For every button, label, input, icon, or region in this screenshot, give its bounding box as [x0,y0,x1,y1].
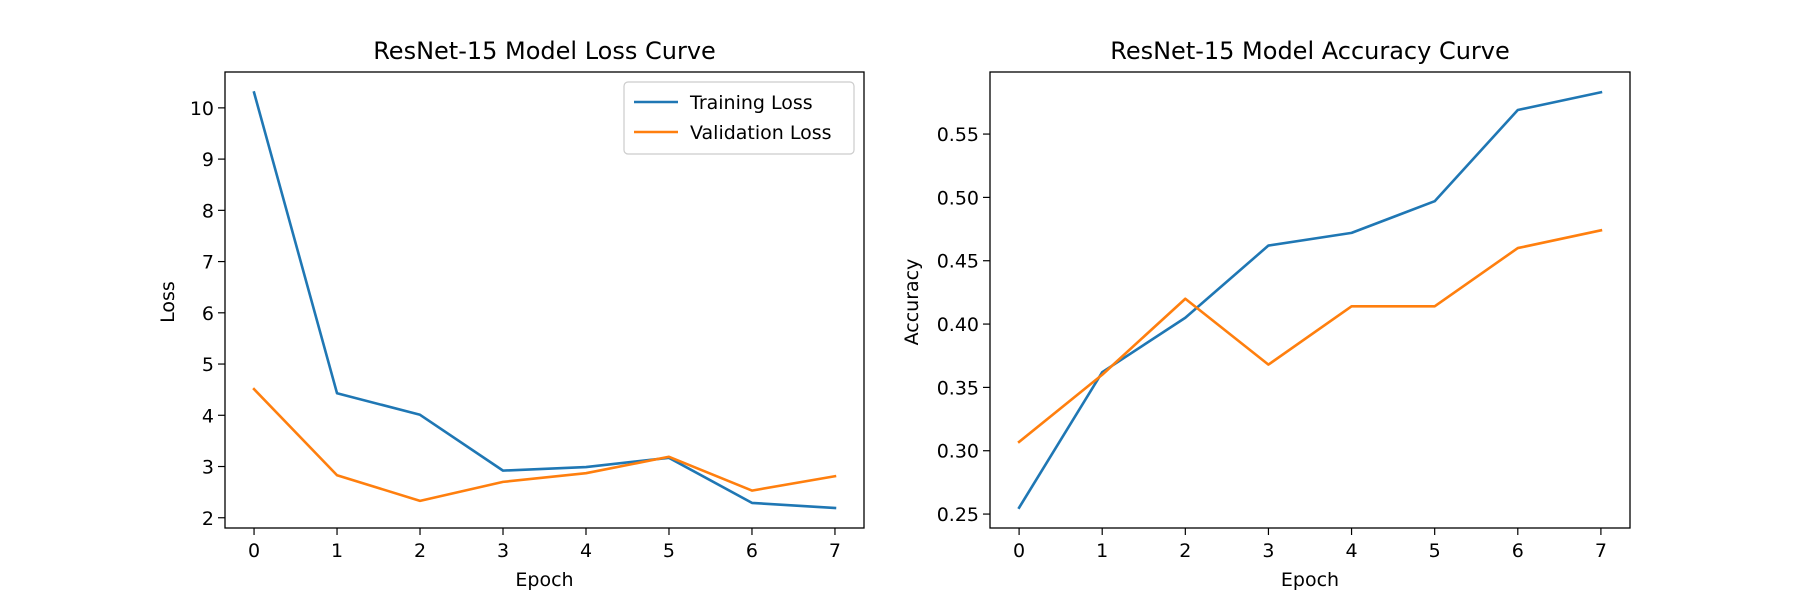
loss-x-tick-label: 0 [248,540,260,562]
loss-y-tick-label: 9 [202,149,214,171]
loss-x-tick-label: 5 [663,540,675,562]
loss-legend-label-0: Training Loss [689,92,813,114]
accuracy-x-tick-label: 5 [1429,540,1441,562]
loss-axes-frame [224,71,865,529]
accuracy-x-tick-label: 3 [1262,540,1274,562]
loss-y-tick-label: 7 [202,252,214,274]
accuracy-x-tick-label: 0 [1013,540,1025,562]
loss-y-tick-label: 6 [202,303,214,325]
accuracy-series-line-1 [1017,228,1603,444]
accuracy-y-tick-label: 0.55 [937,124,979,146]
accuracy-chart-title: ResNet-15 Model Accuracy Curve [1110,37,1510,65]
loss-chart-title: ResNet-15 Model Loss Curve [373,37,716,65]
accuracy-y-tick-label: 0.30 [937,441,979,463]
accuracy-x-axis-label: Epoch [1281,569,1339,591]
accuracy-y-tick-label: 0.25 [937,504,979,526]
loss-y-tick-label: 3 [202,457,214,479]
accuracy-series-line-0 [1017,90,1603,510]
loss-y-tick-label: 8 [202,200,214,222]
loss-x-tick-label: 3 [497,540,509,562]
loss-y-tick-label: 2 [202,508,214,530]
loss-series-line-1 [252,387,837,503]
accuracy-y-tick-label: 0.50 [937,187,979,209]
loss-x-tick-label: 2 [414,540,426,562]
accuracy-y-tick-label: 0.45 [937,251,979,273]
loss-legend-label-1: Validation Loss [690,122,832,144]
accuracy-x-tick-label: 7 [1595,540,1607,562]
accuracy-x-tick-label: 2 [1179,540,1191,562]
loss-legend [623,81,855,155]
accuracy-chart: ResNet-15 Model Accuracy Curve Epoch Acc… [901,37,1631,591]
loss-y-axis-label: Loss [157,281,179,323]
accuracy-x-tick-label: 6 [1512,540,1524,562]
loss-chart: ResNet-15 Model Loss Curve Epoch Loss 0 1… [157,37,865,591]
loss-series-line-0 [252,90,837,510]
accuracy-y-tick-label: 0.40 [937,314,979,336]
accuracy-x-tick-label: 4 [1346,540,1358,562]
loss-x-axis-label: Epoch [515,569,573,591]
accuracy-y-tick-label: 0.35 [937,377,979,399]
loss-x-tick-label: 1 [331,540,343,562]
loss-x-tick-label: 4 [580,540,592,562]
accuracy-x-tick-label: 1 [1096,540,1108,562]
loss-y-tick-label: 10 [190,98,214,120]
accuracy-y-axis-label: Accuracy [901,259,923,346]
loss-x-tick-label: 7 [829,540,841,562]
loss-y-tick-label: 5 [202,354,214,376]
loss-y-tick-label: 4 [202,405,214,427]
accuracy-axes-frame [989,71,1631,529]
loss-x-tick-label: 6 [746,540,758,562]
